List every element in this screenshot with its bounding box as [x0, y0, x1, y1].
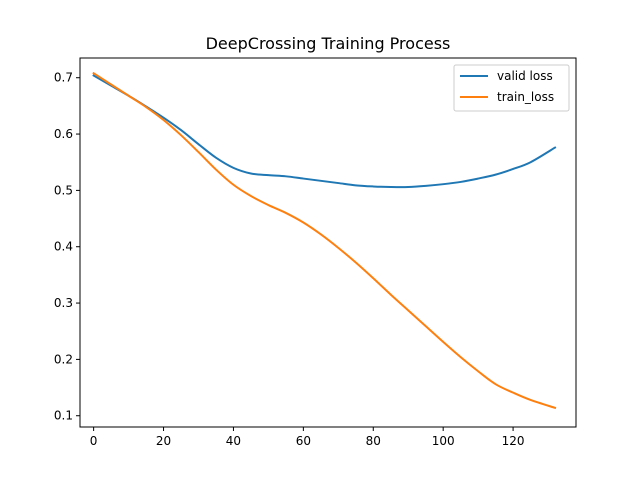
axes-frame [79, 57, 577, 428]
y-axis: 0.1 0.2 0.3 0.4 0.5 0.6 0.7 [54, 71, 80, 423]
x-tick-label: 80 [366, 434, 381, 448]
y-tick-label: 0.3 [54, 296, 73, 310]
legend-label-train-loss: train_loss [497, 90, 554, 104]
chart-title: DeepCrossing Training Process [206, 34, 451, 53]
legend-label-valid-loss: valid loss [497, 69, 553, 83]
y-tick-label: 0.2 [54, 352, 73, 366]
x-axis: 0 20 40 60 80 100 120 [90, 427, 525, 448]
x-tick-label: 40 [226, 434, 241, 448]
y-tick-label: 0.7 [54, 71, 73, 85]
x-tick-label: 0 [90, 434, 98, 448]
y-tick-label: 0.4 [54, 240, 73, 254]
series-line-train-loss [92, 71, 557, 410]
plot-area [92, 71, 557, 410]
y-tick-label: 0.1 [54, 409, 73, 423]
series-line-valid-loss [92, 74, 557, 189]
x-tick-label: 120 [502, 434, 525, 448]
y-tick-label: 0.5 [54, 183, 73, 197]
x-tick-label: 20 [156, 434, 171, 448]
legend: valid loss train_loss [453, 64, 570, 112]
y-tick-label: 0.6 [54, 127, 73, 141]
x-tick-label: 60 [296, 434, 311, 448]
x-tick-label: 100 [432, 434, 455, 448]
